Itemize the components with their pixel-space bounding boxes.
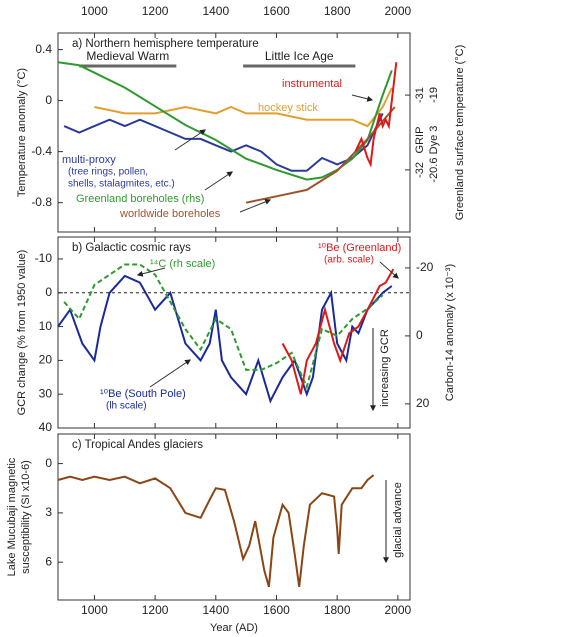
y3-tick-label: -20.6: [428, 158, 440, 183]
y-axis-label: susceptibility (SI x10-6): [20, 460, 32, 574]
series-note: (tree rings, pollen,: [68, 167, 148, 178]
y-tick-label: 30: [39, 386, 53, 400]
y3-axis-name: Dye 3: [428, 126, 440, 155]
label-arrow: [379, 261, 399, 279]
label-arrow: [174, 129, 206, 151]
series-label: ¹⁰Be (Greenland): [318, 242, 401, 254]
period-label: Medieval Warm: [86, 49, 169, 63]
y-tick-label: 0: [45, 285, 52, 299]
y-tick-label: 10: [39, 319, 53, 333]
label-arrow: [239, 198, 272, 213]
series-label: Greenland boreholes (rhs): [76, 193, 204, 205]
series-line: [57, 274, 393, 404]
y2-axis-name: GRIP: [414, 127, 426, 154]
y2-tick-label: -31: [414, 87, 426, 103]
series-line: [63, 112, 384, 172]
series-note: (lh scale): [106, 401, 147, 412]
panel-frame: [57, 433, 411, 601]
series-label: multi-proxy: [62, 154, 116, 166]
label-arrow: [149, 359, 191, 388]
x-tick-label: 1800: [324, 4, 351, 18]
y-tick-label: 20: [39, 353, 53, 367]
y2-tick-label: 20: [416, 396, 430, 410]
series-note: shells, stalagmites, etc.): [68, 179, 175, 190]
x-tick-label: 1400: [202, 603, 229, 617]
panel-frame: [57, 236, 411, 429]
y2-axis-label: Carbon-14 anomaly (x 10⁻³): [444, 264, 456, 401]
series-note: (arb. scale): [324, 255, 374, 266]
x-tick-label: 2000: [385, 4, 412, 18]
y2-axis-label: Greenland surface temperature (°C): [454, 45, 466, 221]
y-axis-label: GCR change (% from 1950 value): [16, 250, 28, 416]
y-tick-label: -10: [35, 251, 53, 265]
x-tick-label: 1000: [81, 4, 108, 18]
series-label: ¹⁰Be (South Pole): [100, 388, 186, 400]
y-tick-label: 0: [45, 456, 52, 470]
x-tick-label: 1000: [81, 603, 108, 617]
y2-tick-label: 0: [416, 328, 423, 342]
y-tick-label: 0: [45, 93, 52, 107]
series-label: hockey stick: [258, 102, 318, 114]
y-tick-label: 40: [39, 420, 53, 434]
x-tick-label: 1600: [263, 603, 290, 617]
series-label: ¹⁴C (rh scale): [150, 258, 215, 270]
panel-title: b) Galactic cosmic rays: [72, 242, 191, 254]
x-tick-label: 1200: [142, 603, 169, 617]
series-line: [57, 61, 393, 181]
x-tick-label: 1400: [202, 4, 229, 18]
series-line: [94, 87, 393, 128]
x-tick-label: 2000: [385, 603, 412, 617]
y-axis-label: Temperature anomaly (°C): [16, 68, 28, 197]
x-tick-label: 1200: [142, 4, 169, 18]
y-tick-label: -0.8: [31, 195, 52, 209]
y2-tick-label: -20: [416, 260, 434, 274]
y-tick-label: 6: [45, 554, 52, 568]
annotation: glacial advance: [392, 482, 404, 558]
x-tick-label: 1600: [263, 4, 290, 18]
series-line: [57, 474, 375, 588]
series-line: [354, 62, 398, 168]
y-axis-label: Lake Mucubaji magnetic: [6, 457, 18, 576]
label-arrow: [136, 267, 166, 277]
x-axis-label: Year (AD): [210, 622, 258, 634]
x-tick-label: 1800: [324, 603, 351, 617]
panel-title: a) Northern hemisphere temperature: [72, 38, 259, 50]
series-label: worldwide boreholes: [119, 208, 221, 220]
y-tick-label: 3: [45, 505, 52, 519]
annotation: increasing GCR: [379, 329, 391, 407]
series-line: [281, 268, 395, 395]
period-label: Little Ice Age: [265, 49, 334, 63]
panel-frame: [57, 32, 411, 233]
y-tick-label: -0.4: [31, 144, 52, 158]
y-tick-label: 0.4: [35, 42, 52, 56]
panel-title: c) Tropical Andes glaciers: [72, 439, 203, 451]
series-label: instrumental: [282, 78, 342, 90]
label-arrow: [351, 94, 374, 102]
y2-tick-label: -32: [414, 162, 426, 178]
label-arrow: [204, 171, 233, 191]
y3-tick-label: -19: [428, 87, 440, 103]
series-line: [245, 106, 396, 204]
